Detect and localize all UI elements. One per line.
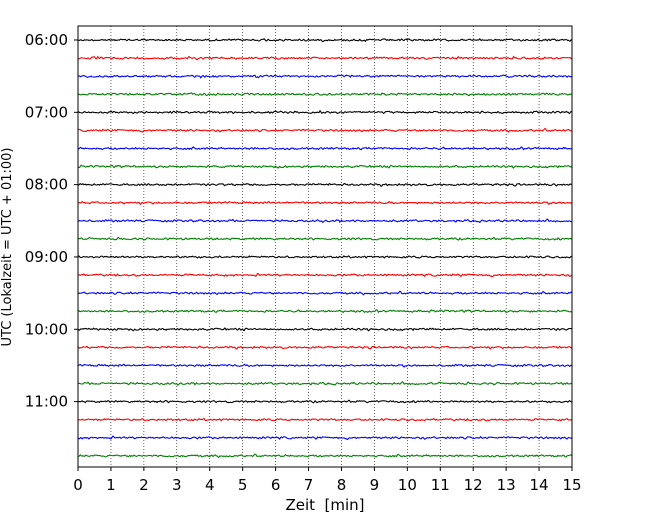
seismogram-trace [77,255,573,259]
x-tick-label: 0 [73,476,83,494]
y-tick-label: 07:00 [25,103,68,121]
seismogram-trace [77,38,573,43]
seismogram-trace [77,218,573,224]
y-axis-label: UTC (Lokalzeit = UTC + 01:00) [0,148,15,347]
x-tick-label: 8 [337,476,347,494]
y-tick-label: 06:00 [25,31,68,49]
x-axis-label: Zeit [min] [285,496,364,514]
seismogram-trace [77,146,573,151]
seismogram-trace [77,128,573,133]
x-tick-label: 6 [271,476,281,494]
x-tick-label: 2 [139,476,149,494]
x-axis-ticks: 0 1 2 3 4 5 6 7 8 9 10 11 12 13 14 15 [73,467,582,494]
seismogram-trace [77,453,573,459]
seismogram-trace [77,399,573,404]
seismogram-trace [77,273,573,278]
seismogram-trace [77,345,573,350]
plot-background [78,26,572,467]
x-tick-label: 3 [172,476,182,494]
y-axis-ticks: 06:00 07:00 08:00 09:00 10:00 11:00 [25,31,78,411]
seismogram-trace [77,363,573,368]
seismogram-trace [77,200,573,206]
x-tick-label: 1 [106,476,116,494]
y-tick-label: 11:00 [25,393,68,411]
seismogram-trace [77,74,573,79]
seismogram-trace [77,380,573,386]
seismogram-trace [77,164,573,169]
x-tick-label: 10 [398,476,417,494]
x-tick-label: 9 [370,476,380,494]
y-tick-label: 08:00 [25,176,68,194]
seismogram-trace [77,327,573,332]
x-tick-label: 15 [562,476,581,494]
seismogram-trace [77,55,573,61]
x-tick-label: 13 [497,476,516,494]
x-tick-label: 14 [530,476,549,494]
seismogram-trace [77,236,573,241]
seismogram-traces [77,38,573,459]
seismogram-trace [77,417,573,422]
y-tick-label: 10:00 [25,320,68,338]
x-tick-label: 5 [238,476,248,494]
seismogram-trace [77,109,573,115]
x-tick-label: 12 [464,476,483,494]
x-tick-label: 4 [205,476,215,494]
plot-frame [77,25,573,468]
seismogram-trace [77,92,573,97]
x-tick-label: 11 [431,476,450,494]
seismogram-trace [77,309,573,314]
seismogram-trace [77,435,573,441]
seismogram-trace [77,290,573,296]
y-tick-label: 09:00 [25,248,68,266]
seismogram-trace [77,182,573,187]
x-tick-label: 7 [304,476,314,494]
